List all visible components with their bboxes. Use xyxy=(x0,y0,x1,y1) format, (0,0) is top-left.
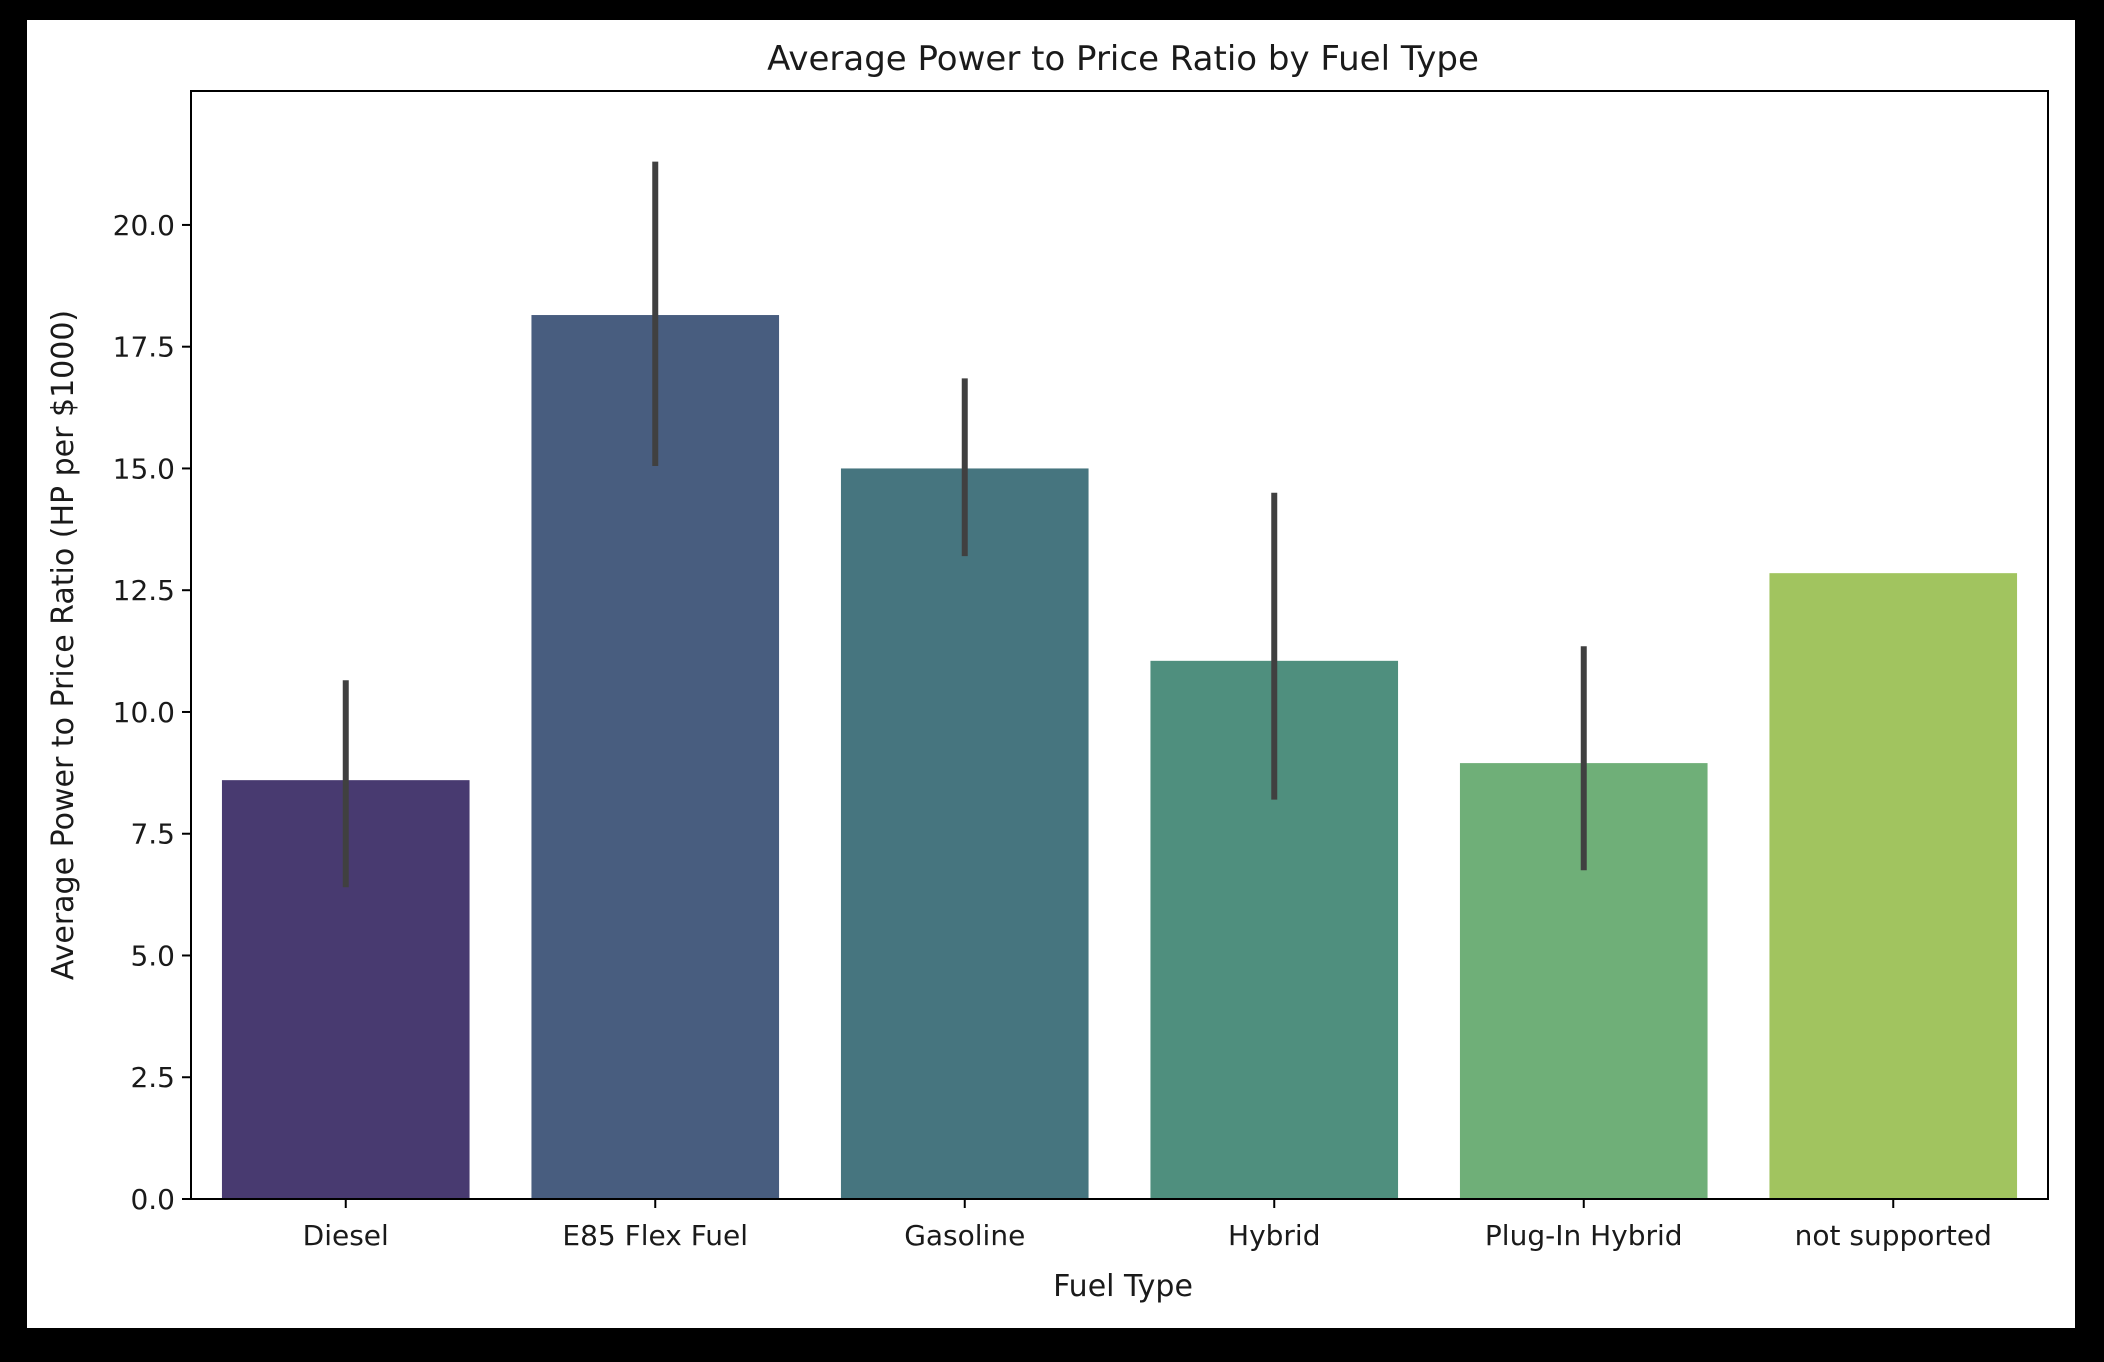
bar-chart: 0.0 2.5 5.0 7.5 10.0 12.5 15.0 17.5 20.0 Diesel E… xyxy=(46,39,2049,1304)
x-tick-label-3: Hybrid xyxy=(1228,1219,1320,1252)
y-tick-label-8: 20.0 xyxy=(113,209,175,242)
x-axis-label: Fuel Type xyxy=(1053,1269,1193,1304)
y-tick-label-7: 17.5 xyxy=(113,331,175,364)
x-tick-label-4: Plug-In Hybrid xyxy=(1485,1219,1683,1252)
y-tick-label-4: 10.0 xyxy=(113,696,175,729)
axes-frame xyxy=(190,90,2049,1200)
y-tick-label-1: 2.5 xyxy=(130,1061,175,1094)
y-tick-label-0: 0.0 xyxy=(130,1183,175,1216)
y-tick-label-2: 5.0 xyxy=(130,939,175,972)
x-axis: Diesel E85 Flex Fuel Gasoline Hybrid Plug-In… xyxy=(303,1199,1992,1252)
bar-5 xyxy=(1769,573,2018,1199)
x-tick-label-5: not supported xyxy=(1795,1219,1992,1252)
chart-title: Average Power to Price Ratio by Fuel Typ… xyxy=(767,39,1479,79)
plot-area xyxy=(221,161,2018,1199)
x-tick-label-2: Gasoline xyxy=(904,1219,1025,1252)
y-tick-label-6: 15.0 xyxy=(113,452,175,485)
chart-figure: 0.0 2.5 5.0 7.5 10.0 12.5 15.0 17.5 20.0 Diesel E… xyxy=(27,20,2075,1328)
x-tick-label-0: Diesel xyxy=(303,1219,389,1252)
bar-2 xyxy=(840,468,1089,1199)
x-tick-label-1: E85 Flex Fuel xyxy=(562,1219,748,1252)
y-axis: 0.0 2.5 5.0 7.5 10.0 12.5 15.0 17.5 20.0 xyxy=(113,209,191,1216)
y-tick-label-3: 7.5 xyxy=(130,818,175,851)
y-axis-label: Average Power to Price Ratio (HP per $10… xyxy=(46,310,81,980)
y-tick-label-5: 12.5 xyxy=(113,574,175,607)
